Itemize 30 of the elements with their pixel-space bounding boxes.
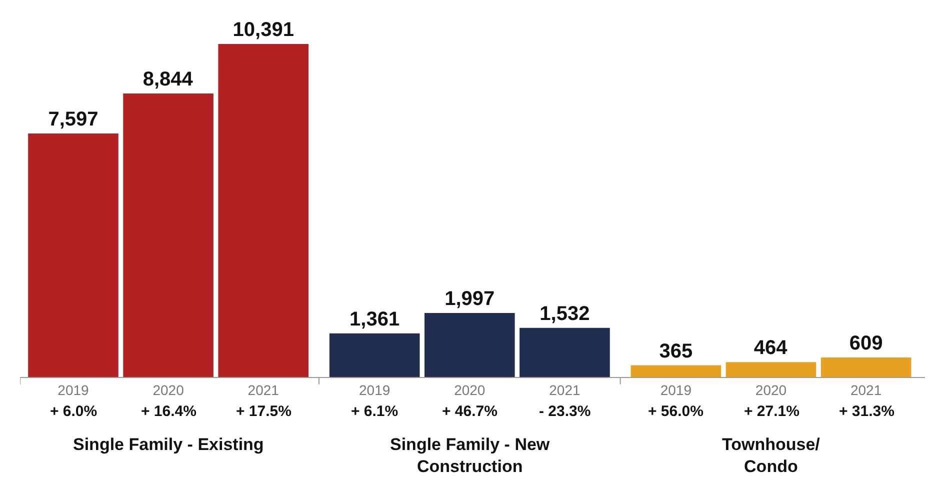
text: + 6.1% bbox=[351, 403, 398, 420]
data-label: 1,361 bbox=[350, 308, 400, 330]
x-tick-label: 2019 bbox=[660, 382, 692, 398]
text: + 56.0% bbox=[648, 403, 704, 420]
text: + 46.7% bbox=[442, 403, 498, 420]
text: Single Family - Existing bbox=[73, 435, 264, 454]
data-label: 10,391 bbox=[232, 18, 294, 41]
x-tick-label: 2019 bbox=[359, 382, 390, 398]
text: + 31.3% bbox=[839, 403, 894, 420]
data-label: 1,532 bbox=[540, 302, 590, 325]
text: + 6.0% bbox=[50, 403, 98, 420]
text: - 23.3% bbox=[539, 403, 591, 420]
data-label: 1,997 bbox=[444, 288, 495, 310]
x-tick-label: 2019 bbox=[58, 382, 90, 398]
data-label: 464 bbox=[754, 337, 788, 360]
x-tick-label: 2021 bbox=[248, 382, 280, 398]
data-label: 609 bbox=[849, 332, 883, 354]
data-label: 7,597 bbox=[48, 108, 98, 131]
x-tick-label: 2021 bbox=[549, 382, 580, 398]
text: + 16.4% bbox=[141, 403, 196, 420]
text: + 17.5% bbox=[236, 403, 292, 420]
x-tick-label: 2020 bbox=[454, 382, 486, 398]
text: Townhouse/ Condo bbox=[722, 435, 820, 476]
data-label: 8,844 bbox=[142, 68, 194, 91]
text: + 27.1% bbox=[744, 403, 800, 420]
data-label: 365 bbox=[659, 340, 693, 362]
x-tick-label: 2021 bbox=[850, 382, 882, 398]
x-tick-label: 2020 bbox=[152, 382, 184, 398]
text: Single Family - New Construction bbox=[390, 435, 550, 476]
x-tick-label: 2020 bbox=[755, 382, 787, 398]
